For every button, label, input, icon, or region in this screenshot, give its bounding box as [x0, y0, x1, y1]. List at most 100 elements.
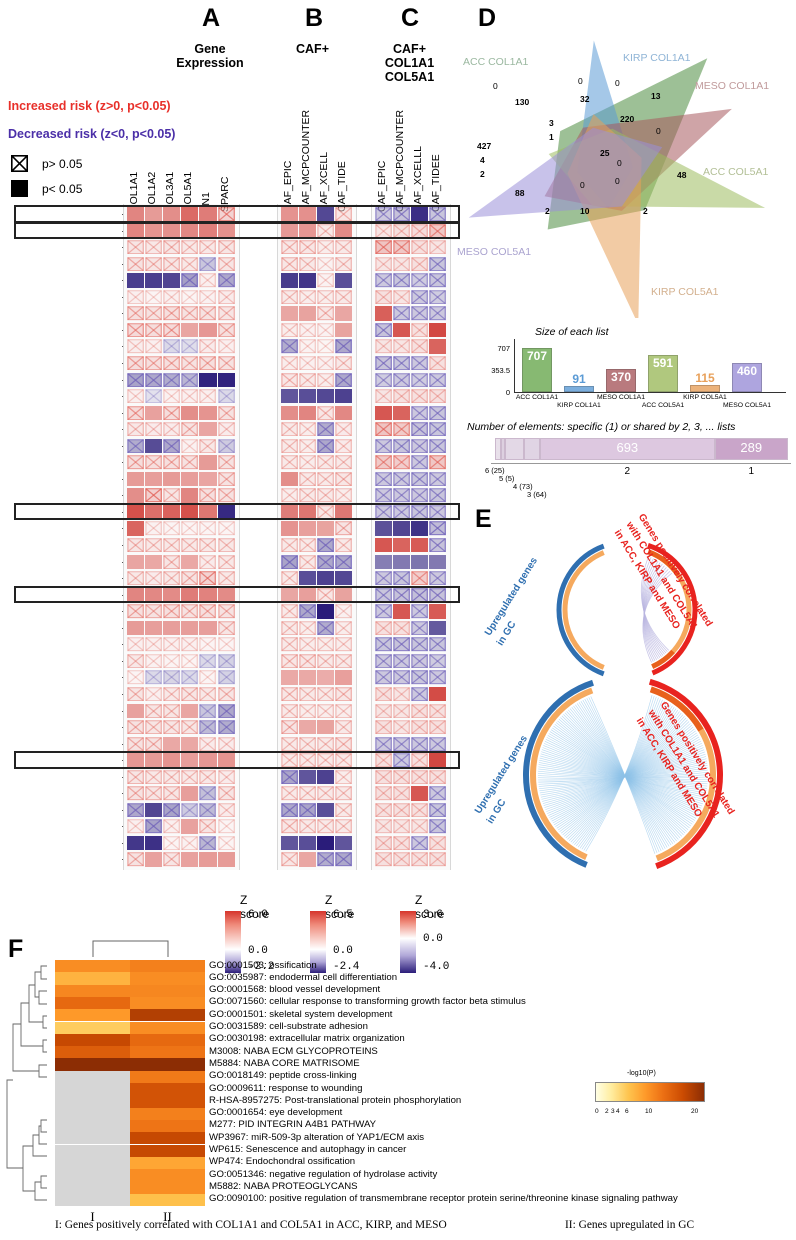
- shared-bar-label: 5 (5): [499, 474, 515, 483]
- heatmap-cell: [145, 720, 163, 735]
- circos-right-highlight: [649, 686, 704, 732]
- logp-tick: 2: [605, 1108, 609, 1115]
- heatmap-cell: [393, 339, 411, 354]
- heatmap-cell: [181, 720, 199, 735]
- heatmap-cell: [393, 653, 411, 669]
- heatmap-cell: [199, 852, 217, 867]
- enrichment-row-label: WP615: Senescence and autophagy in cance…: [209, 1144, 407, 1155]
- heatmap-cell: [393, 240, 411, 255]
- bar-value: 591: [652, 356, 674, 371]
- heatmap-cell: [181, 554, 199, 569]
- heatmap-cell: [429, 405, 447, 420]
- heatmap-cell: [335, 802, 353, 817]
- heatmap-cell: [393, 256, 411, 271]
- heatmap-cell: [299, 620, 317, 635]
- heatmap-cell: [299, 488, 317, 503]
- heatmap-cell: [375, 802, 393, 817]
- heatmap-cell: [217, 339, 235, 354]
- heatmap-cell: [317, 289, 335, 304]
- heatmap-cell: [299, 587, 317, 602]
- heatmap-cell: [375, 703, 393, 718]
- heatmap-cell: [429, 670, 447, 685]
- heatmap-cell: [217, 207, 235, 222]
- highlighted-row-box: [14, 751, 460, 769]
- heatmap-cell: [199, 438, 217, 453]
- heatmap-cell: [393, 306, 411, 321]
- heatmap-cell: [299, 207, 317, 222]
- heatmap-cell: [299, 802, 317, 817]
- heatmap-cell: [335, 587, 353, 602]
- heatmap-cell: [375, 372, 393, 387]
- heatmap-cell: [217, 372, 235, 387]
- bar-y-axis: [514, 339, 516, 393]
- enrichment-row-label: GO:0090100: positive regulation of trans…: [209, 1193, 678, 1205]
- shared-bar-axis: [491, 463, 791, 464]
- heatmap-cell: [375, 455, 393, 470]
- shared-bar-label: 3 (64): [527, 490, 547, 499]
- heatmap-col-label: CAF_MCPCOUNTER: [300, 109, 313, 212]
- heatmap-cell: [429, 836, 447, 851]
- heatmap-cell: [145, 819, 163, 834]
- heatmap-cell: [163, 653, 181, 669]
- heatmap-cell: [335, 786, 353, 801]
- highlighted-row-box: [14, 502, 460, 521]
- heatmap-cell: [127, 538, 145, 553]
- bar-category: MESO COL1A1: [597, 394, 645, 401]
- logp-title: -log10(P): [627, 1070, 656, 1077]
- heatmap-cell: [375, 488, 393, 503]
- heatmap-cell: [393, 289, 411, 304]
- increased-risk-label: Increased risk (z>0, p<0.05): [8, 99, 171, 113]
- enrichment-cell: [55, 996, 130, 1010]
- heatmap-cell: [217, 736, 235, 751]
- circos-left-inner: [562, 550, 605, 670]
- heatmap-cell: [317, 389, 335, 404]
- heatmap-cell: [411, 273, 429, 288]
- heatmap-cell: [217, 620, 235, 635]
- heatmap-cell: [199, 703, 217, 718]
- heatmap-cell: [145, 571, 163, 586]
- heatmap-cell: [375, 389, 393, 404]
- heatmap-cell: [199, 289, 217, 304]
- heatmap-cell: [411, 438, 429, 453]
- heatmap-cell: [163, 836, 181, 851]
- circos-right-highlight: [647, 549, 681, 577]
- heatmap-cell: [145, 587, 163, 602]
- heatmap-cell: [181, 538, 199, 553]
- heatmap-cell: [199, 488, 217, 503]
- heatmap-cell: [299, 504, 317, 520]
- heatmap-cell: [145, 240, 163, 255]
- heatmap-cell: [163, 637, 181, 652]
- heatmap-cell: [217, 356, 235, 371]
- heatmap-cell: [299, 471, 317, 486]
- heatmap-cell: [335, 488, 353, 503]
- heatmap-cell: [411, 372, 429, 387]
- heatmap-cell: [317, 604, 335, 619]
- heatmap-cell: [317, 720, 335, 735]
- heatmap-cell: [199, 587, 217, 602]
- heatmap-cell: [429, 240, 447, 255]
- heatmap-cell: [281, 471, 299, 487]
- column-dendrogram: [75, 935, 245, 964]
- heatmap-cell: [281, 571, 299, 586]
- heatmap-cell: [299, 687, 317, 702]
- heatmap-cell: [163, 521, 181, 536]
- heatmap-cell: [163, 389, 181, 404]
- heatmap-cell: [181, 604, 199, 619]
- heatmap-cell: [335, 455, 353, 470]
- heatmap-cell: [145, 339, 163, 354]
- zscore-c-min: -4.0: [423, 961, 450, 973]
- bar-category: MESO COL5A1: [723, 402, 771, 409]
- venn-count: 0: [493, 81, 498, 91]
- heatmap-col-label: CAF_XCELLL: [412, 146, 425, 212]
- heatmap-cell: [181, 769, 199, 784]
- heatmap-cell: [199, 405, 217, 420]
- enrichment-cell: [130, 1033, 205, 1047]
- heatmap-cell: [411, 538, 429, 553]
- venn-count: 2: [643, 206, 648, 216]
- heatmap-cell: [429, 753, 447, 768]
- heatmap-cell: [199, 422, 217, 437]
- heatmap-cell: [281, 786, 299, 801]
- heatmap-cell: [411, 852, 429, 867]
- heatmap-cell: [199, 504, 217, 520]
- enrichment-row-label: GO:0001501: skeletal system development: [209, 1008, 393, 1020]
